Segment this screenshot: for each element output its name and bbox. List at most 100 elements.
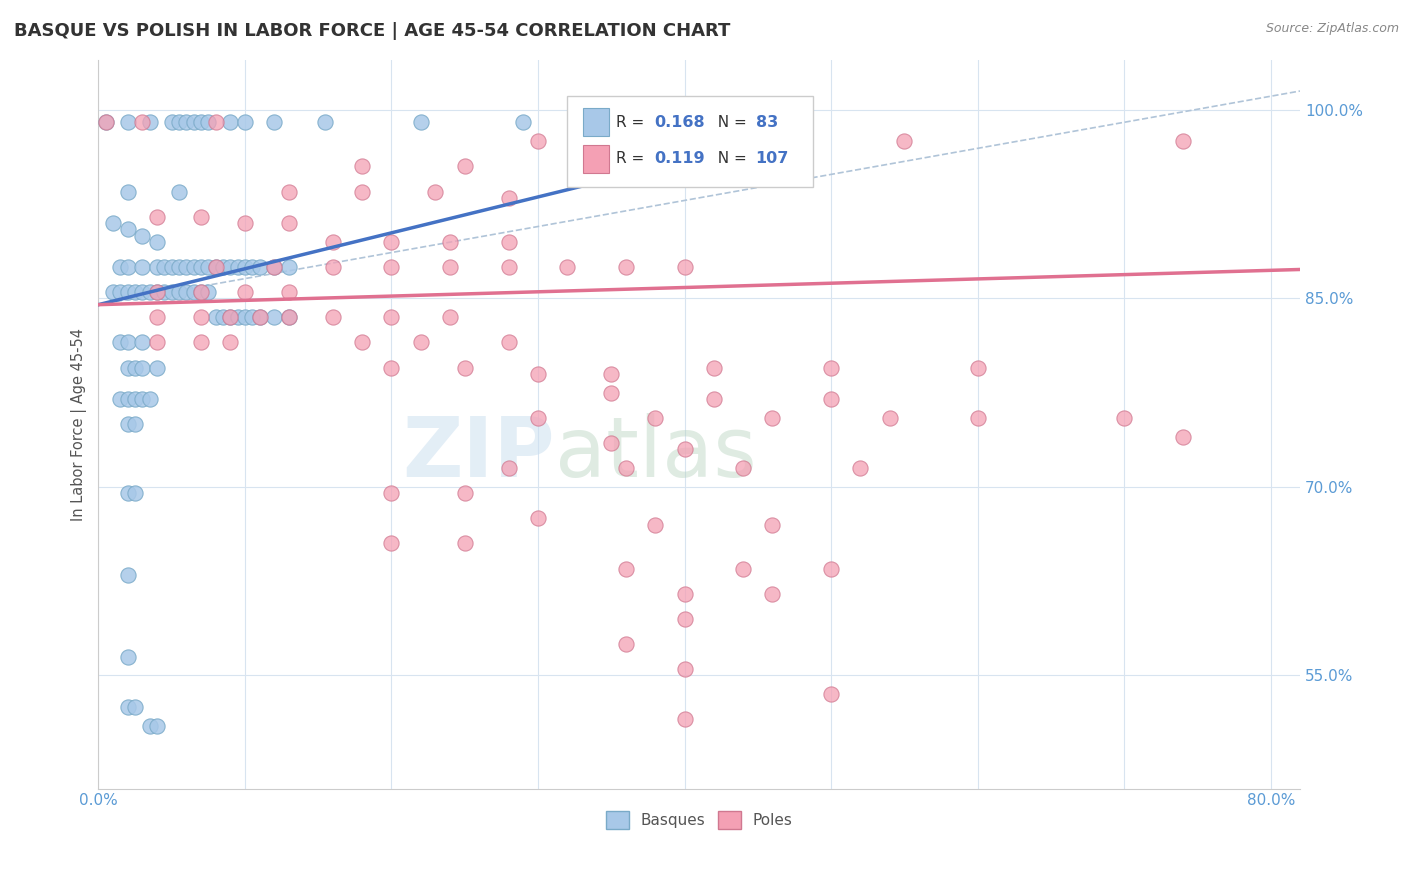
Point xyxy=(614,561,637,575)
Point xyxy=(190,260,212,274)
Point xyxy=(117,360,139,375)
Point xyxy=(167,260,190,274)
Point xyxy=(277,310,299,325)
Point xyxy=(820,392,842,406)
Point xyxy=(146,360,169,375)
Point xyxy=(131,335,153,350)
Point xyxy=(600,436,623,450)
Point xyxy=(761,517,783,532)
Point xyxy=(644,410,666,425)
Point xyxy=(219,310,242,325)
Point xyxy=(277,216,299,230)
Point xyxy=(380,310,402,325)
Point xyxy=(527,134,550,148)
Point xyxy=(110,260,132,274)
Point xyxy=(190,285,212,299)
Point xyxy=(673,612,696,626)
Point xyxy=(849,461,872,475)
Point xyxy=(146,335,169,350)
Point xyxy=(703,392,725,406)
Point xyxy=(124,417,146,431)
Point xyxy=(527,410,550,425)
Point xyxy=(146,285,169,299)
Point xyxy=(249,310,271,325)
Point xyxy=(498,461,520,475)
Point xyxy=(174,260,197,274)
Point xyxy=(322,310,344,325)
Point xyxy=(174,285,197,299)
Point xyxy=(174,115,197,129)
Point xyxy=(226,260,249,274)
Point xyxy=(352,335,374,350)
Point xyxy=(277,310,299,325)
Point xyxy=(204,260,226,274)
Point xyxy=(761,587,783,601)
Point xyxy=(966,360,988,375)
Point xyxy=(820,360,842,375)
Point xyxy=(124,360,146,375)
Point xyxy=(117,699,139,714)
Point xyxy=(409,115,432,129)
Point xyxy=(94,115,117,129)
Point xyxy=(600,367,623,381)
Point xyxy=(233,285,256,299)
Point xyxy=(733,561,755,575)
Text: R =: R = xyxy=(616,152,650,166)
Point xyxy=(673,260,696,274)
Point xyxy=(761,134,783,148)
Point xyxy=(131,115,153,129)
Point xyxy=(110,335,132,350)
Point xyxy=(124,699,146,714)
Point xyxy=(117,222,139,236)
Point xyxy=(117,392,139,406)
Point xyxy=(219,115,242,129)
Point xyxy=(146,235,169,249)
Text: 0.119: 0.119 xyxy=(655,152,706,166)
Point xyxy=(630,134,652,148)
Point xyxy=(277,285,299,299)
Point xyxy=(614,461,637,475)
Point xyxy=(117,335,139,350)
Point xyxy=(233,310,256,325)
Text: N =: N = xyxy=(707,115,747,130)
Point xyxy=(124,486,146,500)
Point xyxy=(204,115,226,129)
Point xyxy=(879,410,901,425)
Point xyxy=(322,235,344,249)
Y-axis label: In Labor Force | Age 45-54: In Labor Force | Age 45-54 xyxy=(72,327,87,521)
Point xyxy=(204,310,226,325)
Point xyxy=(409,335,432,350)
Point xyxy=(131,260,153,274)
Point xyxy=(600,385,623,400)
Point xyxy=(146,310,169,325)
Point xyxy=(454,160,477,174)
Point xyxy=(644,517,666,532)
Point xyxy=(146,260,169,274)
Point xyxy=(527,367,550,381)
Point xyxy=(893,134,915,148)
Point xyxy=(439,260,461,274)
Bar xyxy=(582,145,609,172)
Point xyxy=(131,360,153,375)
Point xyxy=(263,310,285,325)
Point xyxy=(183,260,205,274)
Point xyxy=(204,260,226,274)
Point xyxy=(197,115,219,129)
Point xyxy=(117,185,139,199)
Point xyxy=(146,719,169,733)
Point xyxy=(498,335,520,350)
Point xyxy=(117,567,139,582)
Point xyxy=(233,216,256,230)
Point xyxy=(614,637,637,651)
Point xyxy=(380,536,402,550)
Point xyxy=(498,260,520,274)
Point xyxy=(110,285,132,299)
Text: 83: 83 xyxy=(755,115,778,130)
Point xyxy=(249,260,271,274)
Point xyxy=(820,687,842,701)
Point xyxy=(167,285,190,299)
Point xyxy=(219,260,242,274)
Point xyxy=(117,649,139,664)
Point xyxy=(160,285,183,299)
Point xyxy=(585,160,607,174)
